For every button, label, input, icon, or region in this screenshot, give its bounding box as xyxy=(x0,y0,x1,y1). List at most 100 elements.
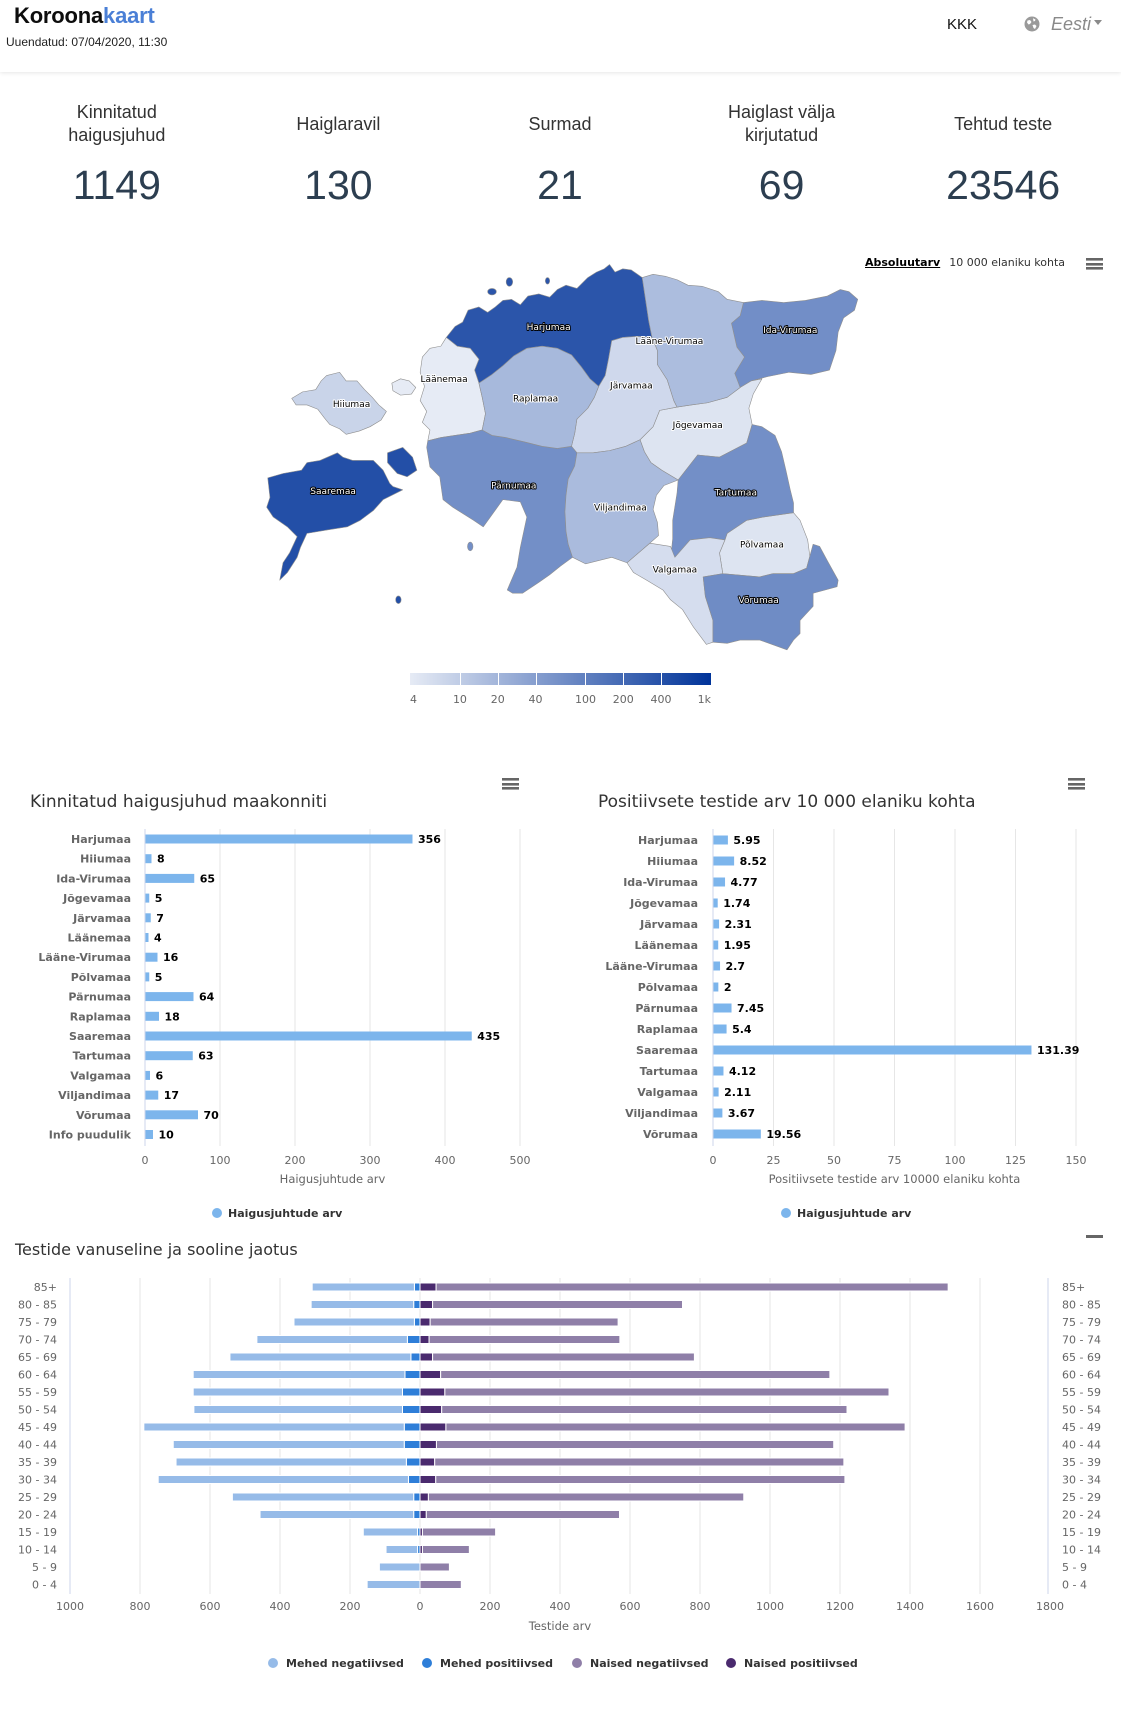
bar-men-positive[interactable] xyxy=(403,1422,421,1432)
bar-men-negative[interactable] xyxy=(143,1422,405,1432)
bar-men-negative[interactable] xyxy=(193,1405,403,1414)
bar[interactable] xyxy=(713,1045,1032,1055)
bar-women-negative[interactable] xyxy=(429,1317,619,1327)
county-saaremaa-island[interactable] xyxy=(395,595,402,604)
bar-women-positive[interactable] xyxy=(419,1457,436,1467)
bar[interactable] xyxy=(713,856,735,866)
bar-women-negative[interactable] xyxy=(445,1422,906,1432)
bar-women-positive[interactable] xyxy=(419,1317,431,1327)
bar[interactable] xyxy=(713,877,726,887)
bar-men-negative[interactable] xyxy=(259,1510,415,1519)
map-menu-icon[interactable] xyxy=(1086,258,1103,270)
county-parnumaa[interactable] xyxy=(426,429,578,594)
bar-men-positive[interactable] xyxy=(402,1387,421,1397)
bar-women-negative[interactable] xyxy=(427,1492,745,1502)
bar-women-positive[interactable] xyxy=(419,1300,434,1309)
bar-men-negative[interactable] xyxy=(175,1457,407,1467)
bar[interactable] xyxy=(145,952,158,962)
bar-women-negative[interactable] xyxy=(425,1510,620,1519)
bar-women-negative[interactable] xyxy=(434,1457,845,1467)
bar-women-negative[interactable] xyxy=(419,1562,450,1572)
bar-men-negative[interactable] xyxy=(293,1317,415,1327)
bar-women-negative[interactable] xyxy=(421,1527,497,1537)
legend-item[interactable]: Naised positiivsed xyxy=(726,1657,858,1670)
bar-men-negative[interactable] xyxy=(172,1440,405,1449)
bar[interactable] xyxy=(145,1130,154,1139)
bar[interactable] xyxy=(713,1129,761,1139)
minus-icon[interactable] xyxy=(1086,1235,1103,1238)
county-ida-virumaa[interactable] xyxy=(731,289,859,388)
bar-men-positive[interactable] xyxy=(404,1370,421,1379)
bar-women-positive[interactable] xyxy=(419,1440,437,1449)
bar[interactable] xyxy=(145,992,194,1002)
bar[interactable] xyxy=(713,919,720,929)
bar-women-positive[interactable] xyxy=(419,1422,447,1432)
bar-men-negative[interactable] xyxy=(366,1580,421,1589)
bar-women-positive[interactable] xyxy=(419,1387,446,1397)
legend-item[interactable]: Mehed positiivsed xyxy=(422,1657,553,1670)
bar-women-negative[interactable] xyxy=(444,1387,890,1397)
bar[interactable] xyxy=(713,940,719,950)
bar[interactable] xyxy=(145,1051,193,1061)
bar[interactable] xyxy=(145,873,195,883)
logo-link[interactable]: Koroonakaart xyxy=(14,3,155,29)
toggle-per-capita[interactable]: 10 000 elaniku kohta xyxy=(949,256,1066,269)
bar-women-negative[interactable] xyxy=(432,1300,683,1309)
bar-women-positive[interactable] xyxy=(419,1405,443,1414)
bar-men-negative[interactable] xyxy=(192,1387,403,1397)
bar-men-negative[interactable] xyxy=(378,1562,421,1572)
bar-women-negative[interactable] xyxy=(419,1580,462,1589)
bar[interactable] xyxy=(713,982,719,992)
bar-women-positive[interactable] xyxy=(419,1475,437,1484)
bar-men-negative[interactable] xyxy=(385,1545,419,1554)
bar[interactable] xyxy=(713,898,718,908)
bar[interactable] xyxy=(145,972,150,982)
bar-men-positive[interactable] xyxy=(413,1317,421,1327)
county-laane-virumaa[interactable] xyxy=(641,274,745,408)
bar[interactable] xyxy=(145,1011,160,1021)
county-saaremaa-muhu[interactable] xyxy=(387,447,418,478)
bar-men-negative[interactable] xyxy=(362,1527,419,1537)
bar[interactable] xyxy=(145,834,413,844)
bar-women-negative[interactable] xyxy=(435,1282,949,1292)
bar-women-negative[interactable] xyxy=(440,1370,831,1379)
bar-men-negative[interactable] xyxy=(229,1352,412,1362)
county-laanemaa-island[interactable] xyxy=(391,378,417,396)
bar[interactable] xyxy=(145,1110,199,1120)
bar-men-positive[interactable] xyxy=(413,1300,421,1309)
bar-men-positive[interactable] xyxy=(413,1492,421,1502)
bar-men-positive[interactable] xyxy=(405,1457,421,1467)
bar[interactable] xyxy=(145,854,152,864)
county-harjumaa-island[interactable] xyxy=(487,288,497,296)
bar-men-positive[interactable] xyxy=(406,1335,421,1344)
bar-men-positive[interactable] xyxy=(413,1282,421,1292)
bar-men-negative[interactable] xyxy=(231,1492,415,1502)
chart-menu-icon[interactable] xyxy=(502,778,519,790)
legend-item[interactable]: Haigusjuhtude arv xyxy=(781,1207,912,1220)
bar[interactable] xyxy=(713,961,721,971)
bar-women-positive[interactable] xyxy=(419,1282,437,1292)
bar-men-negative[interactable] xyxy=(311,1282,415,1292)
bar-men-negative[interactable] xyxy=(157,1475,409,1484)
county-hiiumaa[interactable] xyxy=(291,371,387,435)
bar-men-negative[interactable] xyxy=(310,1300,415,1309)
bar-men-positive[interactable] xyxy=(410,1352,421,1362)
county-parnumaa-island[interactable] xyxy=(467,541,474,552)
bar[interactable] xyxy=(145,893,150,903)
legend-item[interactable]: Haigusjuhtude arv xyxy=(212,1207,343,1220)
bar-men-negative[interactable] xyxy=(256,1335,408,1344)
bar-women-negative[interactable] xyxy=(441,1405,848,1414)
bar-women-negative[interactable] xyxy=(421,1545,470,1554)
bar-women-positive[interactable] xyxy=(419,1335,430,1344)
bar[interactable] xyxy=(713,1087,719,1097)
bar-men-positive[interactable] xyxy=(402,1405,421,1414)
faq-link[interactable]: KKK xyxy=(947,16,978,33)
bar-women-negative[interactable] xyxy=(432,1352,695,1362)
bar[interactable] xyxy=(713,1024,727,1034)
county-saaremaa[interactable] xyxy=(266,452,404,581)
legend-item[interactable]: Naised negatiivsed xyxy=(572,1657,709,1670)
county-harjumaa-island[interactable] xyxy=(545,277,550,285)
bar-women-negative[interactable] xyxy=(435,1475,846,1484)
bar-women-positive[interactable] xyxy=(419,1492,429,1502)
county-vorumaa[interactable] xyxy=(702,543,839,651)
